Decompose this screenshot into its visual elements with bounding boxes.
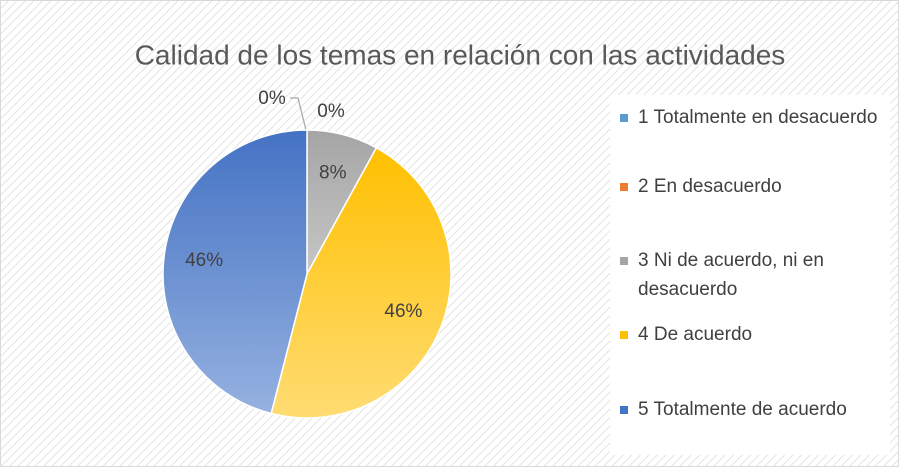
data-label: 8%	[319, 163, 347, 184]
legend-label: 3 Ni de acuerdo, ni en desacuerdo	[638, 250, 824, 300]
pie-slice	[162, 129, 308, 415]
legend-key	[620, 331, 628, 339]
data-label: 46%	[384, 301, 422, 322]
legend-background	[610, 95, 890, 455]
data-label: 0%	[258, 88, 286, 109]
legend-label: 2 En desacuerdo	[638, 176, 782, 197]
legend-key	[620, 114, 628, 122]
legend-label: 1 Totalmente en desacuerdo	[638, 107, 878, 128]
legend-item: 3 Ni de acuerdo, ni en desacuerdo	[620, 246, 882, 304]
legend-key	[620, 406, 628, 414]
leader-line	[290, 97, 307, 131]
legend-item: 4 De acuerdo	[620, 320, 882, 349]
legend-label: 5 Totalmente de acuerdo	[638, 399, 847, 420]
legend-key	[620, 183, 628, 191]
legend-label: 4 De acuerdo	[638, 324, 753, 345]
legend-key	[620, 257, 628, 265]
data-label: 46%	[185, 250, 223, 271]
legend-item: 5 Totalmente de acuerdo	[620, 395, 882, 424]
legend-item: 2 En desacuerdo	[620, 172, 882, 201]
legend-item: 1 Totalmente en desacuerdo	[620, 103, 882, 132]
chart-title: Calidad de los temas en relación con las…	[135, 39, 786, 70]
pie-slice	[270, 146, 452, 419]
data-label: 0%	[317, 101, 345, 122]
